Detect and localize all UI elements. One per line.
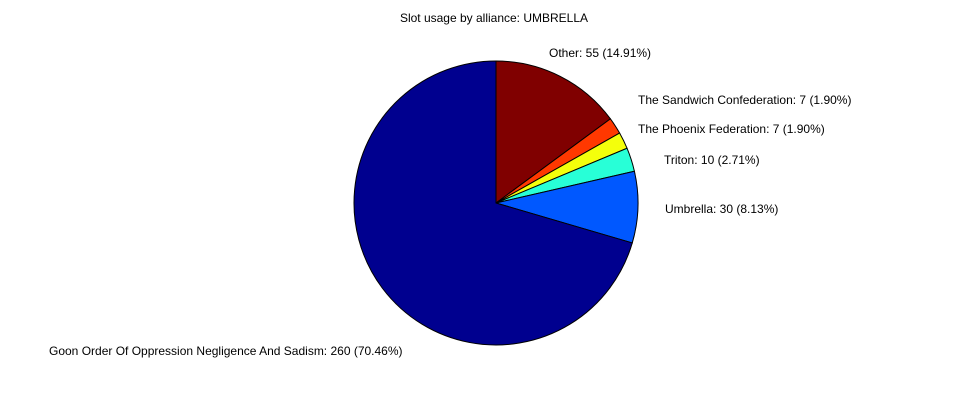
slice-label-triton: Triton: 10 (2.71%) [664, 153, 760, 167]
slice-label-umbrella: Umbrella: 30 (8.13%) [665, 202, 778, 216]
slice-label-the-sandwich-confederation: The Sandwich Confederation: 7 (1.90%) [638, 93, 851, 107]
slice-label-goon-order-of-oppression-negligence-and-sadism: Goon Order Of Oppression Negligence And … [49, 344, 403, 358]
slice-label-the-phoenix-federation: The Phoenix Federation: 7 (1.90%) [638, 122, 825, 136]
pie-slice-goon-order-of-oppression-negligence-and-sadism [353, 60, 633, 346]
pie-labels: Other: 55 (14.91%) The Sandwich Confedera… [49, 46, 851, 358]
slice-label-other: Other: 55 (14.91%) [549, 46, 651, 60]
pie-slices [353, 60, 639, 346]
pie-slice-other [495, 60, 612, 204]
chart-title: Slot usage by alliance: UMBRELLA [400, 11, 588, 25]
